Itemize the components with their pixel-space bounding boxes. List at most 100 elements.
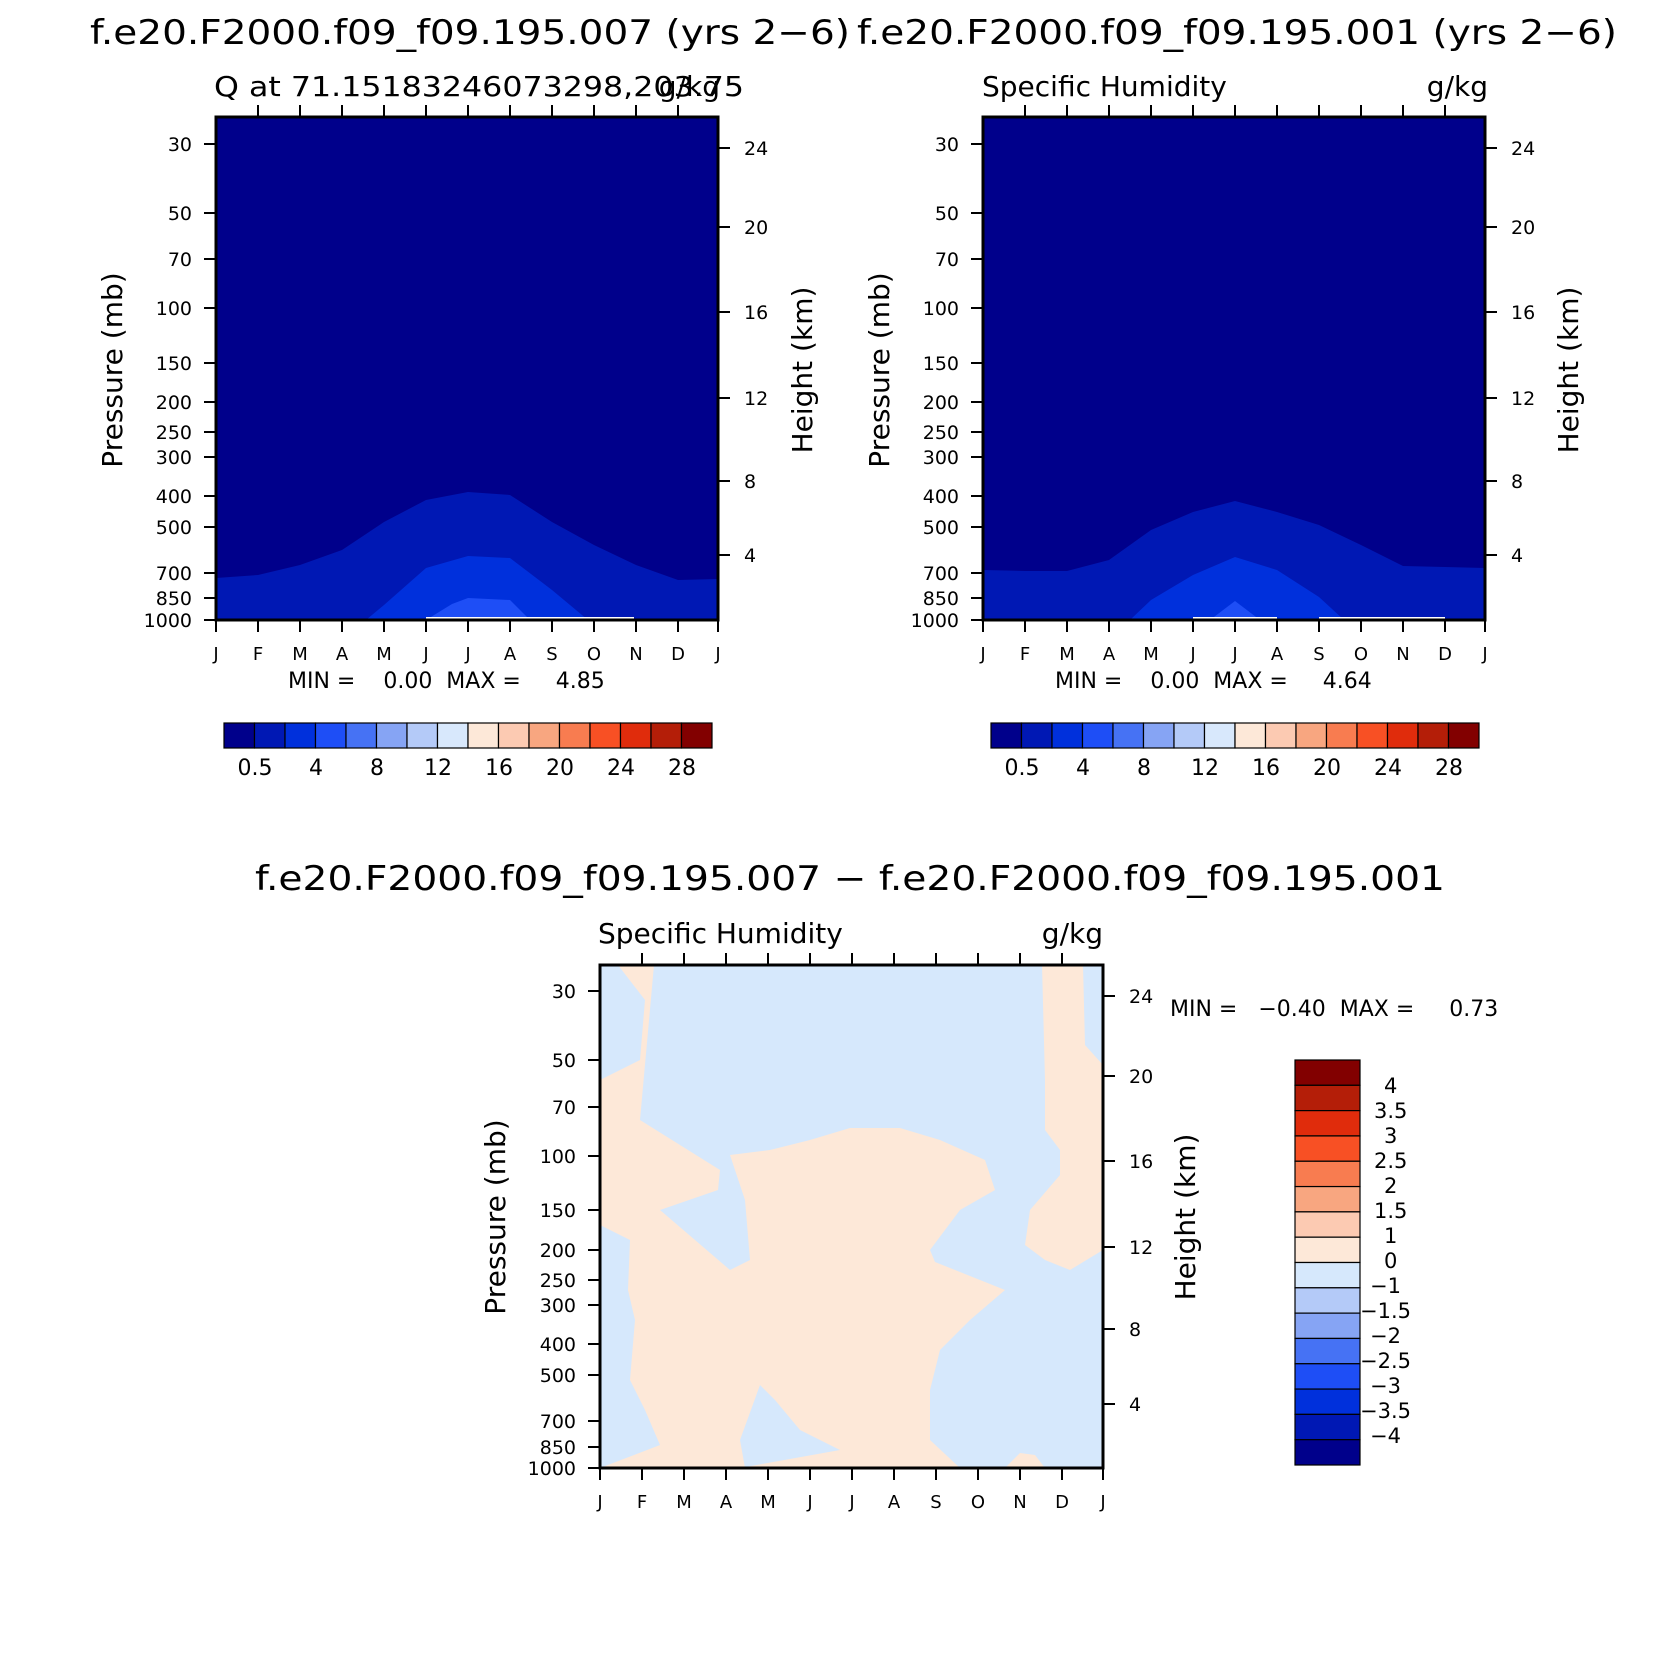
p1-xtick-11: D [671,644,685,665]
panel-3-colorbar-labels: 4 3.5 3 2.5 2 1.5 1 0 −1 −1.5 −2 −2.5 −3… [1360,1074,1411,1448]
panel-3-title: f.e20.F2000.f09_f09.195.007 − f.e20.F200… [255,859,1445,899]
panel-3-x-ticks [599,1468,1104,1480]
p3-ytick-300: 300 [540,1295,576,1317]
p2-xtick-7: A [1271,644,1284,665]
p2-ytick-50: 50 [935,203,959,225]
panel-1-colorbar-labels: 0.5 4 8 12 16 20 24 28 [238,756,697,781]
p2-ytick-100: 100 [923,298,959,320]
panel-3-minmax: MIN = −0.40 MAX = 0.73 [1170,997,1498,1022]
p3-ytick-500: 500 [540,1365,576,1387]
panel-3: f.e20.F2000.f09_f09.195.007 − f.e20.F200… [255,859,1498,1513]
p2-colorbar-swatch-12 [1356,722,1389,749]
panel-1-y2-ticks [718,147,730,556]
p1-ytick-50: 50 [168,203,192,225]
p2-cb-label-5: 20 [1313,756,1341,781]
p1-colorbar-swatch-4 [345,722,378,749]
p3-xtick-3: A [720,1492,733,1513]
panel-1-top-ticks [257,105,679,117]
p3-cb-label-12: −3 [1370,1374,1401,1398]
p1-y2tick-12: 12 [744,388,768,410]
panel-3-x-tick-labels: J F M A M J J A S O N D J [596,1492,1105,1513]
p2-colorbar-swatch-13 [1386,722,1419,749]
panel-2-colorbar [990,722,1480,749]
p2-ytick-700: 700 [923,563,959,585]
p1-ytick-250: 250 [156,422,192,444]
panel-1-right-label: g/kg [659,70,720,103]
panel-2-title: f.e20.F2000.f09_f09.195.001 (yrs 2−6) [857,13,1617,53]
panel-1-y2-tick-labels: 4 8 12 16 20 24 [744,138,768,567]
p1-ytick-200: 200 [156,392,192,414]
p2-cb-label-7: 28 [1435,756,1463,781]
p3-cb-label-1: 3.5 [1374,1099,1407,1123]
p3-cb-label-4: 2 [1384,1174,1397,1198]
p2-colorbar-swatch-8 [1234,722,1267,749]
p3-cb-label-11: −2.5 [1360,1349,1411,1373]
p2-y2tick-8: 8 [1511,471,1523,493]
p1-cb-label-3: 12 [424,756,452,781]
p3-xtick-0: J [596,1492,602,1513]
panel-3-positive-region-right [1025,965,1103,1270]
p1-colorbar-swatch-7 [436,722,469,749]
p2-y2tick-20: 20 [1511,217,1535,239]
p2-colorbar-swatch-0 [990,722,1023,749]
p3-cb-label-14: −4 [1370,1424,1401,1448]
panel-2-contour-level-2 [1130,557,1344,620]
p2-colorbar-swatch-11 [1325,722,1358,749]
p3-xtick-9: O [971,1492,985,1513]
p2-xtick-2: M [1059,644,1075,665]
panel-3-ylabel: Pressure (mb) [479,1119,512,1314]
p3-colorbar-swatch-5 [1294,1185,1361,1213]
p2-ytick-400: 400 [923,486,959,508]
panel-1-colorbar [223,722,713,749]
p3-cb-label-8: −1 [1370,1274,1401,1298]
panel-1-x-tick-labels: J F M A M J J A S O N D J [212,644,720,665]
p1-xtick-10: N [629,644,642,665]
p1-cb-label-0: 0.5 [238,756,273,781]
p1-colorbar-swatch-13 [619,722,652,749]
p1-ytick-30: 30 [168,134,192,156]
p3-ytick-100: 100 [540,1146,576,1168]
p1-xtick-9: O [587,644,601,665]
p3-y2tick-12: 12 [1129,1237,1153,1259]
p2-cb-label-0: 0.5 [1005,756,1040,781]
p3-colorbar-swatch-8 [1294,1261,1361,1289]
p2-colorbar-swatch-6 [1173,722,1206,749]
p2-xtick-4: M [1143,644,1159,665]
p3-colorbar-swatch-11 [1294,1337,1361,1365]
p1-colorbar-swatch-3 [314,722,347,749]
p3-ytick-250: 250 [540,1270,576,1292]
p1-y2tick-16: 16 [744,302,768,324]
panel-3-y-tick-labels: 30 50 70 100 150 200 250 300 400 500 700… [528,981,576,1480]
p3-xtick-8: S [930,1492,941,1513]
panel-3-right-label: g/kg [1042,917,1103,950]
p2-cb-label-2: 8 [1137,756,1151,781]
panel-2-y2label: Height (km) [1552,287,1585,454]
p2-xtick-6: J [1231,644,1237,665]
p3-cb-label-0: 4 [1384,1074,1397,1098]
p1-colorbar-swatch-15 [680,722,713,749]
p1-xtick-5: J [422,644,428,665]
p2-y2tick-24: 24 [1511,138,1535,160]
p2-cb-label-1: 4 [1076,756,1090,781]
p1-y2tick-20: 20 [744,217,768,239]
p3-xtick-1: F [637,1492,647,1513]
panel-2-contour-level-3 [1210,601,1260,620]
p1-cb-label-7: 28 [668,756,696,781]
p3-xtick-11: D [1055,1492,1069,1513]
p1-y2tick-4: 4 [744,545,756,567]
p3-cb-label-3: 2.5 [1374,1149,1407,1173]
p2-ytick-70: 70 [935,249,959,271]
panel-1-contour-level-1 [216,492,718,620]
p3-ytick-1000: 1000 [528,1458,576,1480]
panel-2-colorbar-labels: 0.5 4 8 12 16 20 24 28 [1005,756,1464,781]
panel-2-right-label: g/kg [1427,70,1488,103]
p1-y2tick-24: 24 [744,138,768,160]
panel-2-x-ticks [982,620,1486,632]
panel-2-ylabel: Pressure (mb) [863,272,896,467]
p1-colorbar-swatch-10 [528,722,561,749]
p3-colorbar-swatch-0 [1294,1059,1361,1086]
p3-y2tick-16: 16 [1129,1151,1153,1173]
p2-colorbar-swatch-4 [1112,722,1145,749]
p2-xtick-10: N [1396,644,1409,665]
